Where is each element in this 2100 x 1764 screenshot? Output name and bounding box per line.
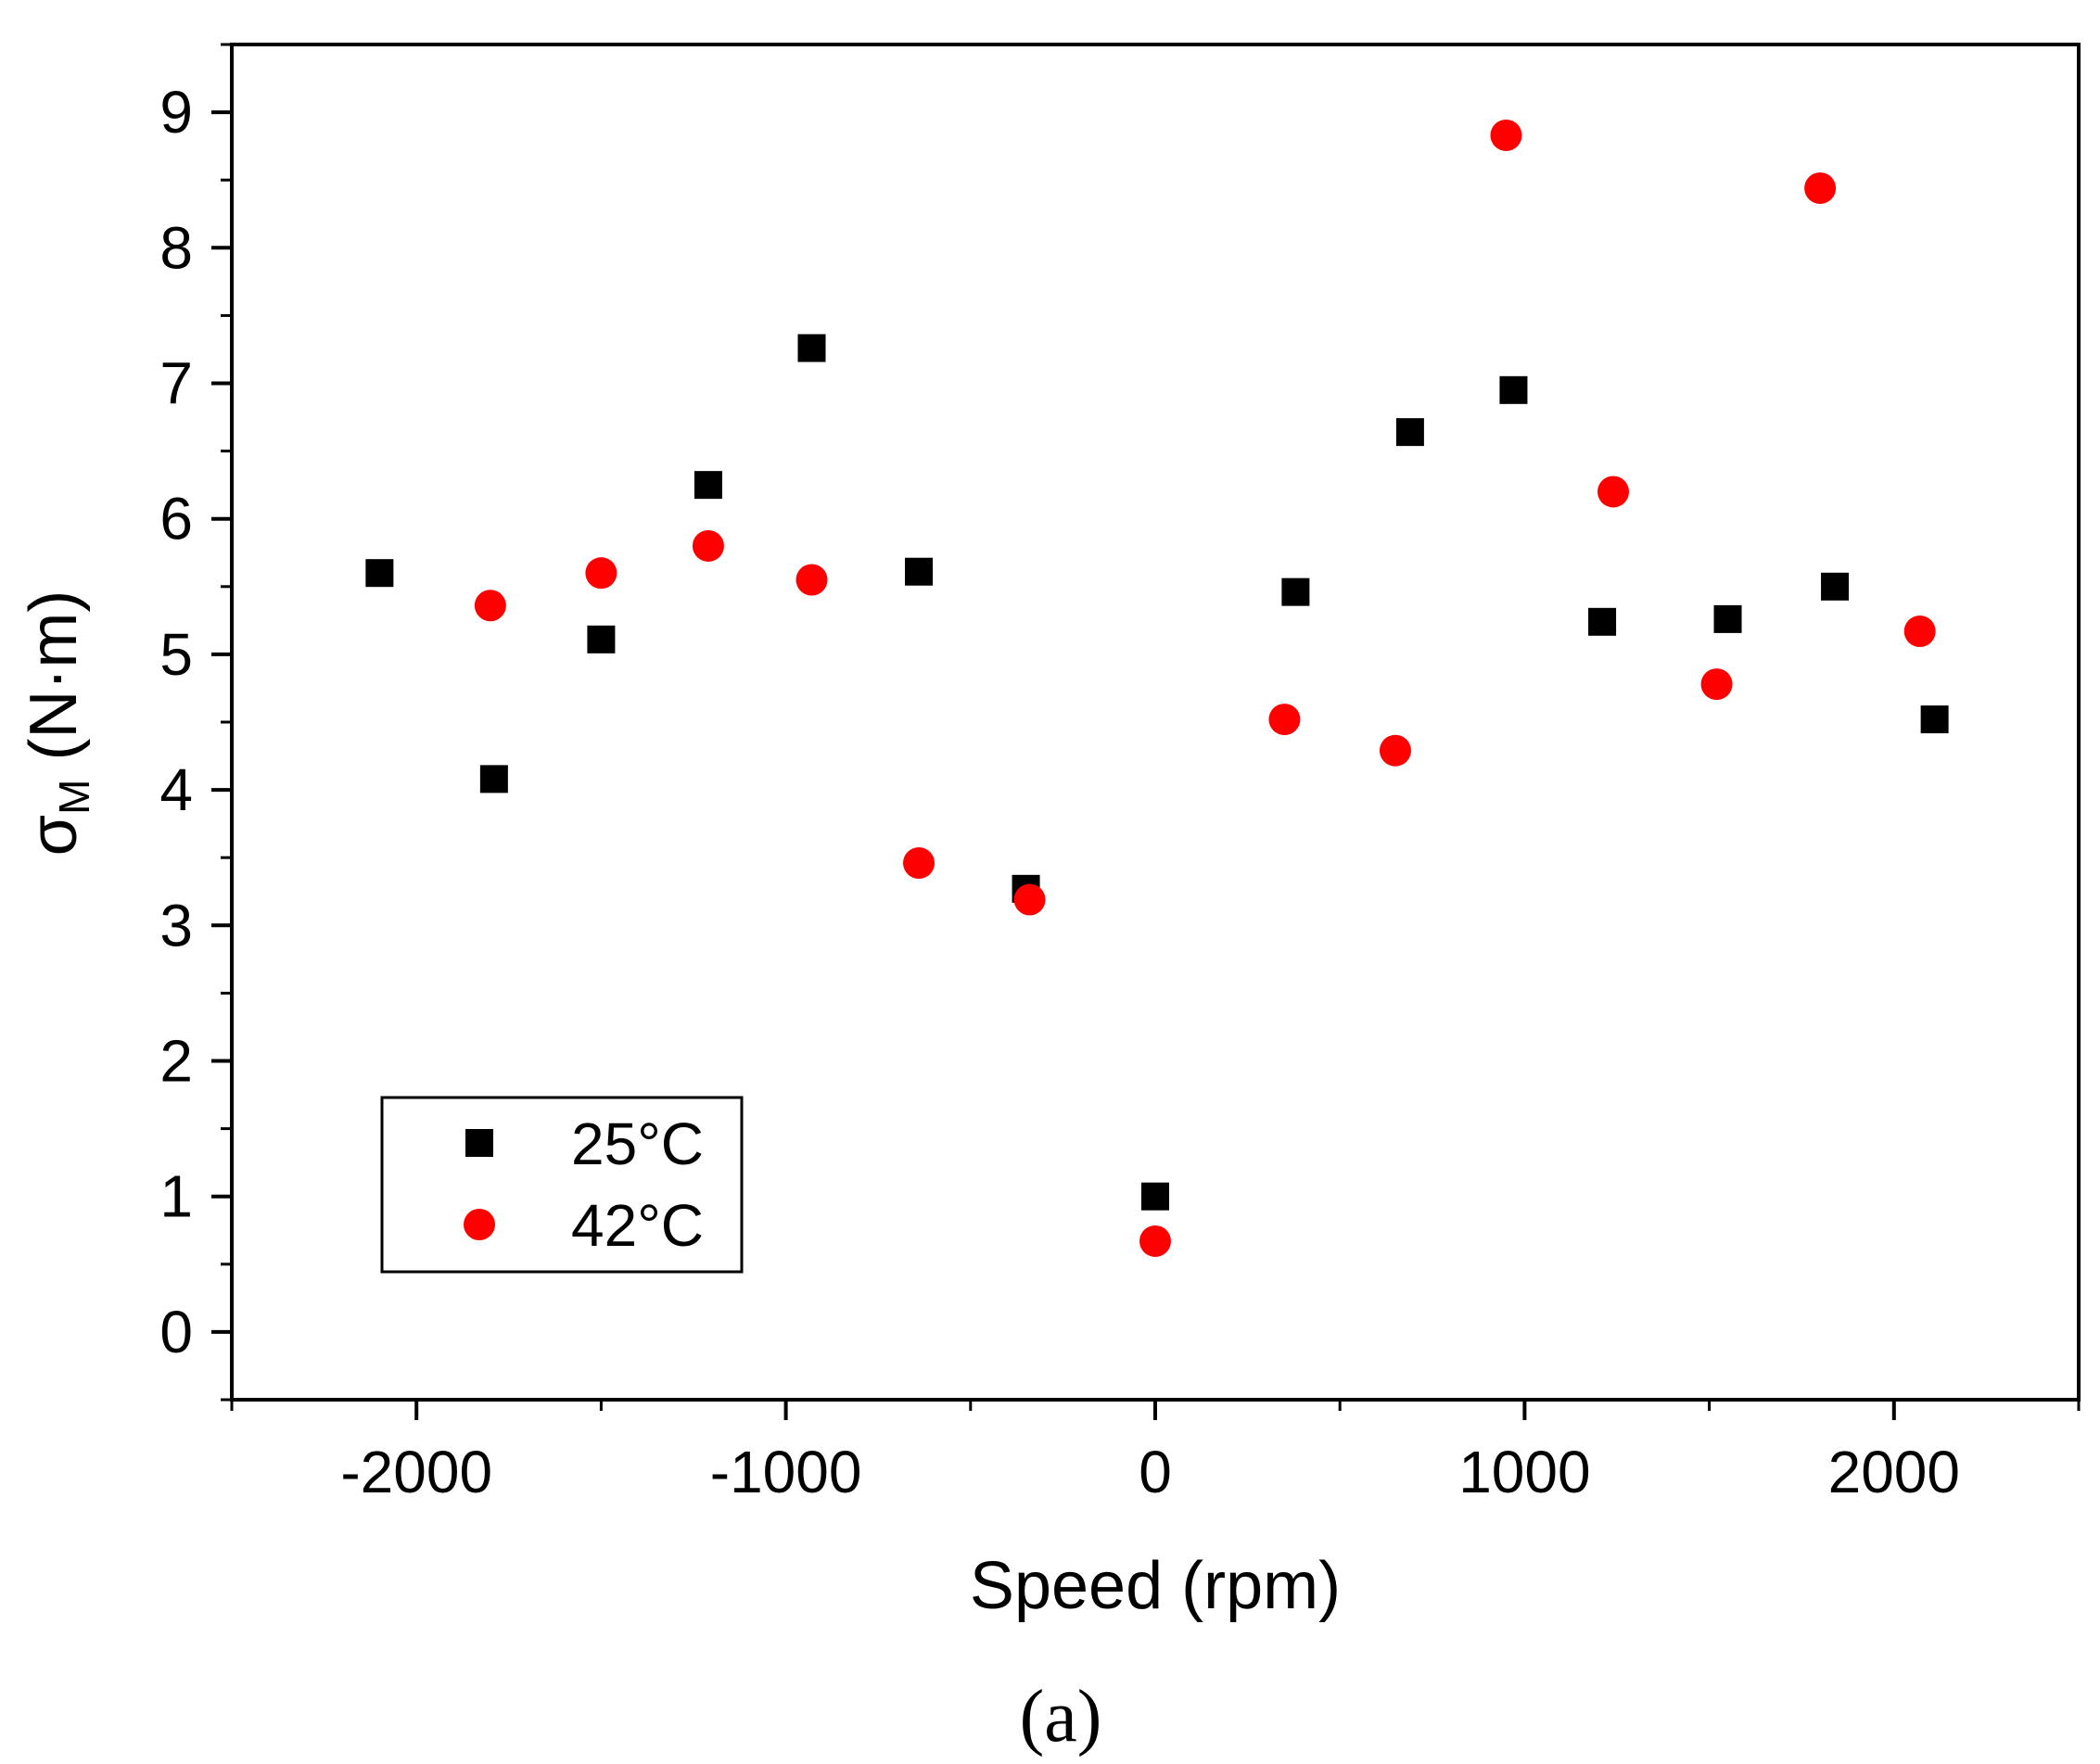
legend-label-25c: 25°C bbox=[571, 1110, 704, 1177]
point-series-1 bbox=[903, 847, 935, 880]
y-tick-label: 6 bbox=[159, 486, 193, 552]
point-series-1 bbox=[1268, 704, 1301, 736]
legend-marker-25c bbox=[465, 1129, 493, 1157]
x-axis-ticks: -2000 -1000 0 1000 2000 bbox=[230, 1400, 2081, 1505]
y-axis-label-unit: (N·m) bbox=[17, 590, 91, 780]
figure-caption: (a) bbox=[1020, 1676, 1102, 1758]
legend-marker-42c bbox=[464, 1209, 495, 1240]
point-series-0 bbox=[587, 625, 616, 654]
point-series-1 bbox=[795, 564, 828, 596]
point-series-0 bbox=[1713, 604, 1742, 633]
y-tick-label: 9 bbox=[159, 79, 193, 146]
point-series-0 bbox=[797, 334, 826, 362]
point-series-1 bbox=[692, 529, 724, 562]
y-tick-label: 3 bbox=[159, 892, 193, 958]
point-series-0 bbox=[1499, 375, 1528, 404]
y-axis-label-subscript: M bbox=[50, 780, 98, 815]
data-points bbox=[365, 119, 1949, 1257]
y-axis-label: σM (N·m) bbox=[17, 590, 98, 857]
point-series-0 bbox=[365, 559, 394, 588]
y-tick-label: 4 bbox=[159, 756, 193, 823]
y-tick-label: 8 bbox=[159, 214, 193, 281]
point-series-0 bbox=[1920, 705, 1949, 734]
point-series-1 bbox=[1490, 119, 1522, 151]
legend-box bbox=[380, 1096, 744, 1274]
y-axis-ticks: 0 1 2 3 4 5 6 7 8 9 bbox=[159, 43, 232, 1402]
point-series-0 bbox=[694, 471, 722, 500]
y-tick-label: 7 bbox=[159, 350, 193, 417]
point-series-1 bbox=[1700, 668, 1733, 701]
x-tick-label: 1000 bbox=[1458, 1439, 1590, 1505]
point-series-1 bbox=[1013, 883, 1046, 916]
point-series-1 bbox=[1903, 615, 1936, 648]
x-axis-label: Speed (rpm) bbox=[970, 1549, 1341, 1623]
x-tick-label: 2000 bbox=[1828, 1439, 1960, 1505]
point-series-1 bbox=[1804, 171, 1837, 204]
point-series-0 bbox=[1821, 572, 1850, 601]
x-tick-label: 0 bbox=[1139, 1439, 1172, 1505]
point-series-0 bbox=[1588, 607, 1617, 636]
x-tick-label: -2000 bbox=[340, 1439, 492, 1505]
point-series-1 bbox=[1597, 476, 1630, 508]
y-tick-label: 0 bbox=[159, 1299, 193, 1365]
point-series-1 bbox=[474, 590, 506, 622]
point-series-0 bbox=[479, 765, 508, 793]
point-series-0 bbox=[1395, 418, 1424, 447]
y-tick-label: 5 bbox=[159, 621, 193, 688]
point-series-1 bbox=[1139, 1225, 1171, 1257]
point-series-0 bbox=[1141, 1182, 1169, 1211]
point-series-1 bbox=[1379, 734, 1411, 767]
y-axis-label-symbol: σ bbox=[17, 815, 91, 856]
x-tick-label: -1000 bbox=[710, 1439, 862, 1505]
point-series-1 bbox=[585, 557, 617, 590]
y-tick-label: 2 bbox=[159, 1028, 193, 1095]
point-series-0 bbox=[905, 557, 934, 586]
point-series-0 bbox=[1281, 577, 1310, 606]
y-tick-label: 1 bbox=[159, 1163, 193, 1230]
legend: 25°C 42°C bbox=[380, 1096, 744, 1274]
legend-label-42c: 42°C bbox=[571, 1192, 704, 1259]
